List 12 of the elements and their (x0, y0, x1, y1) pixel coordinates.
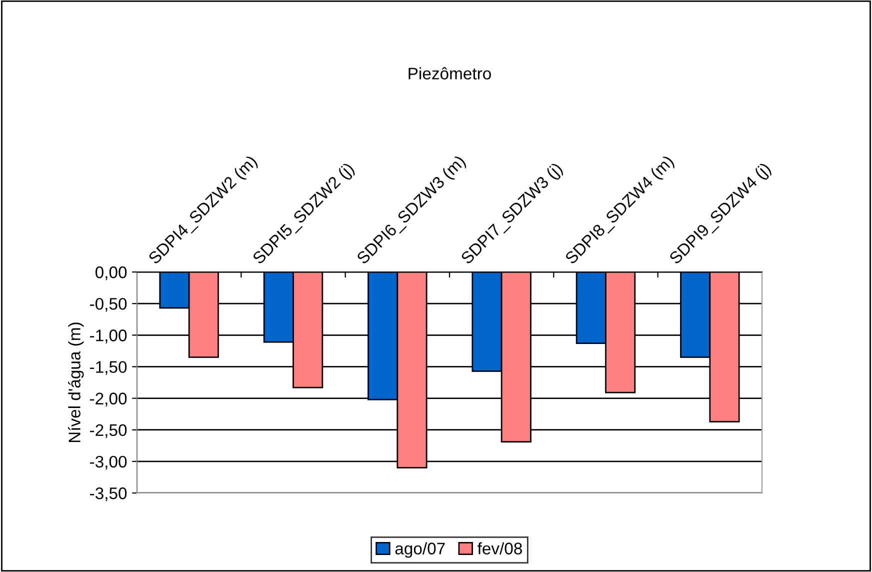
y-tick-label: -0,50 (90, 298, 127, 312)
y-tick-label: 0,00 (95, 266, 127, 280)
chart-title: Piezômetro (408, 67, 491, 80)
y-tick-label: -1,00 (90, 330, 127, 344)
y-axis-title: Nível d'água (m) (68, 322, 84, 442)
y-tick-label: -2,00 (90, 392, 127, 406)
y-tick-label: -3,00 (90, 456, 127, 470)
legend-label: ago/07 (395, 542, 445, 558)
y-tick-label: -3,50 (90, 487, 127, 502)
y-tick-label: -2,50 (90, 424, 127, 438)
y-tick-label: -1,50 (90, 361, 127, 375)
legend-label: fev/08 (478, 542, 522, 554)
